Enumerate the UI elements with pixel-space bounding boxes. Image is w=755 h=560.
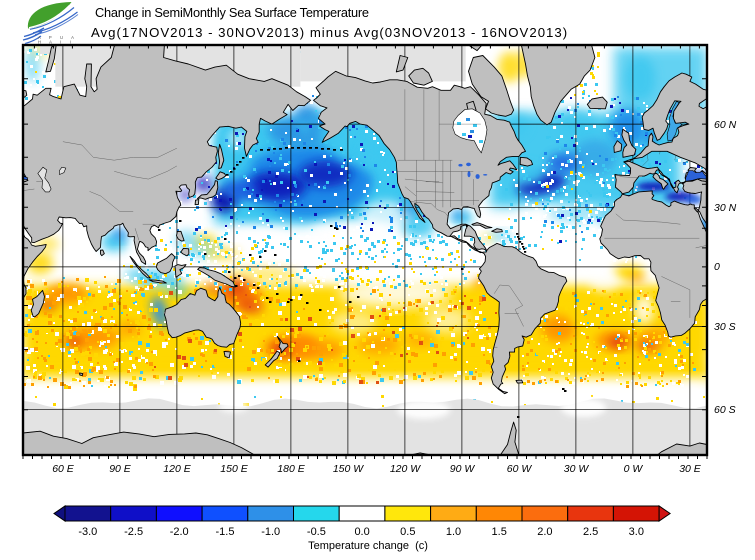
svg-text:A P U A: A P U A xyxy=(38,35,78,40)
svg-text:150 W: 150 W xyxy=(333,463,364,475)
svg-text:3.0: 3.0 xyxy=(629,526,644,538)
svg-text:0 W: 0 W xyxy=(624,463,644,475)
svg-text:Avg(17NOV2013 - 30NOV2013) min: Avg(17NOV2013 - 30NOV2013) minus Avg(03N… xyxy=(91,25,568,40)
svg-text:120 E: 120 E xyxy=(163,463,191,475)
svg-text:1.0: 1.0 xyxy=(446,526,461,538)
svg-text:60 W: 60 W xyxy=(507,463,533,475)
svg-text:-0.5: -0.5 xyxy=(307,526,326,538)
svg-text:-3.0: -3.0 xyxy=(78,526,97,538)
svg-text:0.0: 0.0 xyxy=(354,526,369,538)
svg-text:2.5: 2.5 xyxy=(583,526,598,538)
svg-text:Change in SemiMonthly Sea Surf: Change in SemiMonthly Sea Surface Temper… xyxy=(95,5,369,20)
svg-text:30 N: 30 N xyxy=(714,202,737,214)
svg-text:2.0: 2.0 xyxy=(537,526,552,538)
svg-text:30 E: 30 E xyxy=(679,463,702,475)
svg-text:-1.5: -1.5 xyxy=(216,526,235,538)
svg-text:0.5: 0.5 xyxy=(400,526,415,538)
svg-text:-2.0: -2.0 xyxy=(170,526,189,538)
svg-text:-2.5: -2.5 xyxy=(124,526,143,538)
svg-text:30 W: 30 W xyxy=(564,463,590,475)
svg-text:180 E: 180 E xyxy=(277,463,305,475)
svg-text:H A I I: H A I I xyxy=(38,40,74,45)
svg-text:Temperature change (c): Temperature change (c) xyxy=(308,540,428,552)
svg-text:120 W: 120 W xyxy=(390,463,421,475)
svg-text:150 E: 150 E xyxy=(220,463,248,475)
svg-text:0: 0 xyxy=(714,261,720,273)
svg-text:90 E: 90 E xyxy=(109,463,132,475)
svg-text:60 N: 60 N xyxy=(714,119,737,131)
svg-text:-1.0: -1.0 xyxy=(261,526,280,538)
svg-text:1.5: 1.5 xyxy=(492,526,507,538)
svg-text:90 W: 90 W xyxy=(450,463,476,475)
svg-text:30 S: 30 S xyxy=(714,321,736,333)
svg-text:60 S: 60 S xyxy=(714,404,736,416)
svg-text:60 E: 60 E xyxy=(52,463,75,475)
